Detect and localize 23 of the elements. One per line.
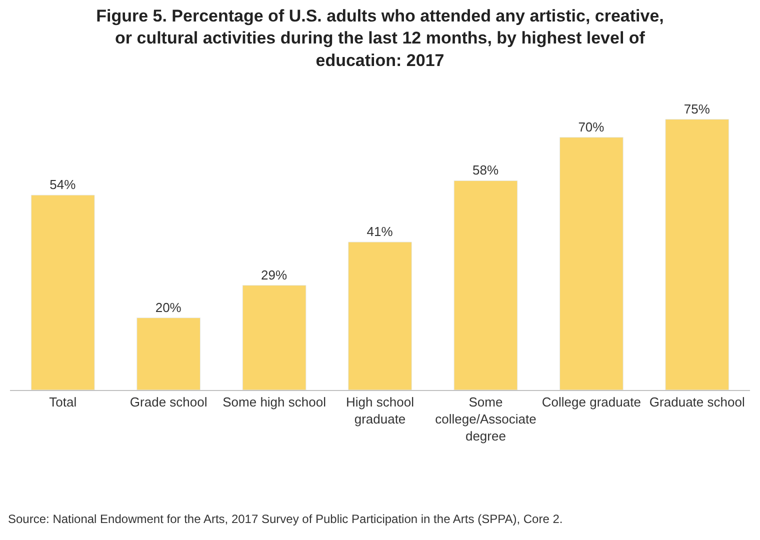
source-note: Source: National Endowment for the Arts, 2017 Survey of Public Participation in the Arts (SPPA), Core 2. xyxy=(8,512,563,526)
bar xyxy=(136,318,201,390)
x-tick-label: Graduate school xyxy=(649,394,745,410)
x-tick-label: High school graduate xyxy=(346,394,414,426)
data-label: 41% xyxy=(366,224,394,239)
x-tick-label: Grade school xyxy=(130,394,208,410)
bar xyxy=(348,242,412,390)
data-label: 58% xyxy=(472,162,499,178)
data-label: 54% xyxy=(50,177,76,192)
x-tick-label: Total xyxy=(49,394,77,410)
bar xyxy=(454,180,518,390)
x-tick-label: Some high school xyxy=(222,394,326,410)
x-tick-label: College graduate xyxy=(542,394,641,410)
bar xyxy=(665,119,730,390)
bar xyxy=(559,137,624,390)
chart-title: Figure 5. Percentage of U.S. adults who attended any artistic, creative, or cultural activities during the last 12 months, by highest level of education: 2017 xyxy=(96,6,664,70)
bar xyxy=(242,285,306,390)
data-label: 29% xyxy=(261,267,288,282)
data-label: 75% xyxy=(684,101,710,116)
x-tick-label: Some college/Associate degree xyxy=(435,394,536,444)
data-label: 70% xyxy=(578,119,605,134)
data-label: 20% xyxy=(155,300,182,315)
bar xyxy=(30,194,95,390)
